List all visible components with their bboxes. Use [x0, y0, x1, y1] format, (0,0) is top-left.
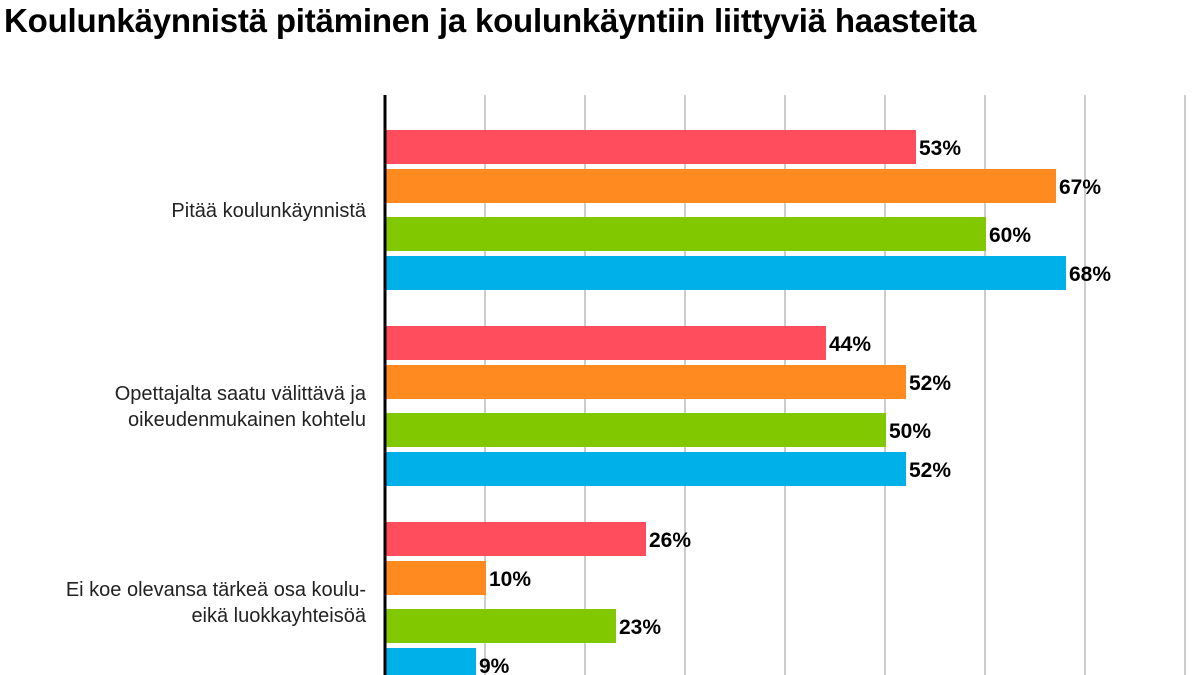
bar: [386, 169, 1056, 203]
category-label: Opettajalta saatu välittävä ja: [115, 383, 367, 405]
bars: [386, 130, 1066, 675]
value-label: 60%: [989, 224, 1031, 247]
value-label: 23%: [619, 616, 661, 639]
value-label: 44%: [829, 333, 871, 356]
bar: [386, 365, 906, 399]
chart-title: Koulunkäynnistä pitäminen ja koulunkäynt…: [4, 2, 977, 39]
bar: [386, 326, 826, 360]
value-label: 52%: [909, 372, 951, 395]
value-label: 68%: [1069, 263, 1111, 286]
value-label: 50%: [889, 420, 931, 443]
bar: [386, 452, 906, 486]
bar: [386, 522, 646, 556]
bar: [386, 413, 886, 447]
category-label: Pitää koulunkäynnistä: [171, 200, 366, 222]
value-labels: 53% 67% 60% 68% 44% 52% 50% 52% 26% 10% 23% 9%: [479, 137, 1111, 675]
value-label: 67%: [1059, 176, 1101, 199]
bar: [386, 217, 986, 251]
value-label: 53%: [919, 137, 961, 160]
bar: [386, 256, 1066, 290]
bar: [386, 609, 616, 643]
bar: [386, 130, 916, 164]
category-label: oikeudenmukainen kohtelu: [128, 409, 366, 431]
value-label: 9%: [479, 655, 510, 675]
bar: [386, 648, 476, 675]
value-label: 10%: [489, 568, 531, 591]
bar: [386, 561, 486, 595]
category-labels: Pitää koulunkäynnistä Opettajalta saatu v…: [66, 200, 367, 627]
category-label: eikä luokkayhteisöä: [191, 605, 366, 627]
category-label: Ei koe olevansa tärkeä osa koulu-: [66, 579, 366, 601]
value-label: 52%: [909, 459, 951, 482]
value-label: 26%: [649, 529, 691, 552]
